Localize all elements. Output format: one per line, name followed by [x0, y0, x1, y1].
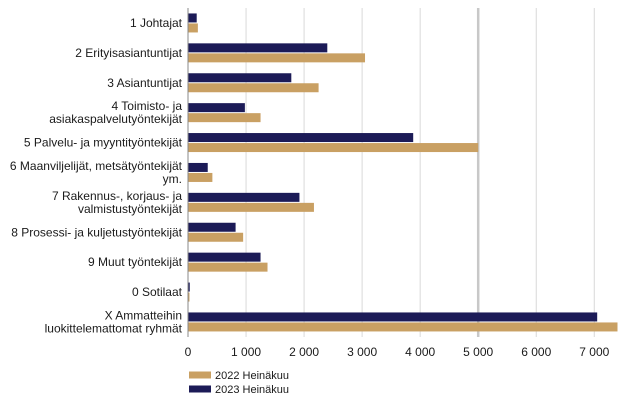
bar-2023-heinakuu: [188, 73, 292, 83]
category-label: 1 Johtajat: [130, 16, 183, 30]
category-label: 2 Erityisasiantuntijat: [75, 46, 182, 60]
category-label: 6 Maanviljelijät, metsätyöntekijät: [10, 159, 183, 173]
x-tick-label: 4 000: [405, 345, 435, 359]
bar-2023-heinakuu: [188, 43, 328, 53]
bar-2022-heinakuu: [188, 172, 213, 182]
bar-2023-heinakuu: [188, 103, 245, 113]
bar-2023-heinakuu: [188, 282, 190, 292]
category-label: asiakaspalvelutyöntekijät: [49, 112, 182, 126]
legend-label: 2023 Heinäkuu: [215, 384, 289, 396]
bar-2022-heinakuu: [188, 292, 190, 302]
x-tick-label: 6 000: [521, 345, 551, 359]
x-tick-label: 7 000: [579, 345, 609, 359]
bar-2023-heinakuu: [188, 162, 208, 172]
x-tick-label: 0: [185, 345, 192, 359]
bar-2023-heinakuu: [188, 133, 414, 143]
tick-labels: 0 1 000 2 000 3 000 4 000 5 000 6 000 7 000: [185, 345, 610, 359]
bar-2022-heinakuu: [188, 83, 319, 93]
bar-2023-heinakuu: [188, 252, 261, 262]
gridlines: [245, 8, 595, 337]
legend-label: 2022 Heinäkuu: [215, 370, 289, 382]
bar-2022-heinakuu: [188, 322, 618, 332]
legend-swatch: [189, 371, 211, 379]
category-label: valmistustyöntekijät: [78, 202, 183, 216]
category-label: 9 Muut työntekijät: [88, 255, 183, 269]
bars: [188, 13, 618, 332]
bar-2023-heinakuu: [188, 312, 598, 322]
bar-2022-heinakuu: [188, 113, 261, 123]
bar-2022-heinakuu: [188, 23, 198, 33]
bar-2022-heinakuu: [188, 232, 244, 242]
category-label: 7 Rakennus-, korjaus- ja: [52, 189, 182, 203]
x-tick-label: 5 000: [463, 345, 493, 359]
bar-2023-heinakuu: [188, 192, 300, 202]
category-label: 5 Palvelu- ja myyntityöntekijät: [24, 136, 183, 150]
legend-swatch: [189, 385, 211, 393]
category-label: 4 Toimisto- ja: [112, 99, 183, 113]
x-tick-label: 1 000: [231, 345, 261, 359]
bar-2022-heinakuu: [188, 143, 479, 153]
category-label: 8 Prosessi- ja kuljetustyöntekijät: [11, 225, 182, 239]
category-label: ym.: [163, 172, 182, 186]
bar-2023-heinakuu: [188, 222, 236, 232]
bar-2022-heinakuu: [188, 262, 268, 272]
bar-2022-heinakuu: [188, 53, 366, 63]
category-label: luokittelemattomat ryhmät: [45, 321, 183, 335]
category-label: 0 Sotilaat: [132, 285, 183, 299]
bar-2023-heinakuu: [188, 13, 197, 23]
category-label: 3 Asiantuntijat: [107, 76, 182, 90]
x-tick-label: 3 000: [347, 345, 377, 359]
category-labels: 1 Johtajat 2 Erityisasiantuntijat 3 Asiant…: [10, 16, 183, 336]
x-tick-label: 2 000: [289, 345, 319, 359]
legend: 2022 Heinäkuu 2023 Heinäkuu: [189, 370, 289, 396]
bar-2022-heinakuu: [188, 202, 314, 212]
category-label: X Ammatteihin: [105, 308, 182, 322]
